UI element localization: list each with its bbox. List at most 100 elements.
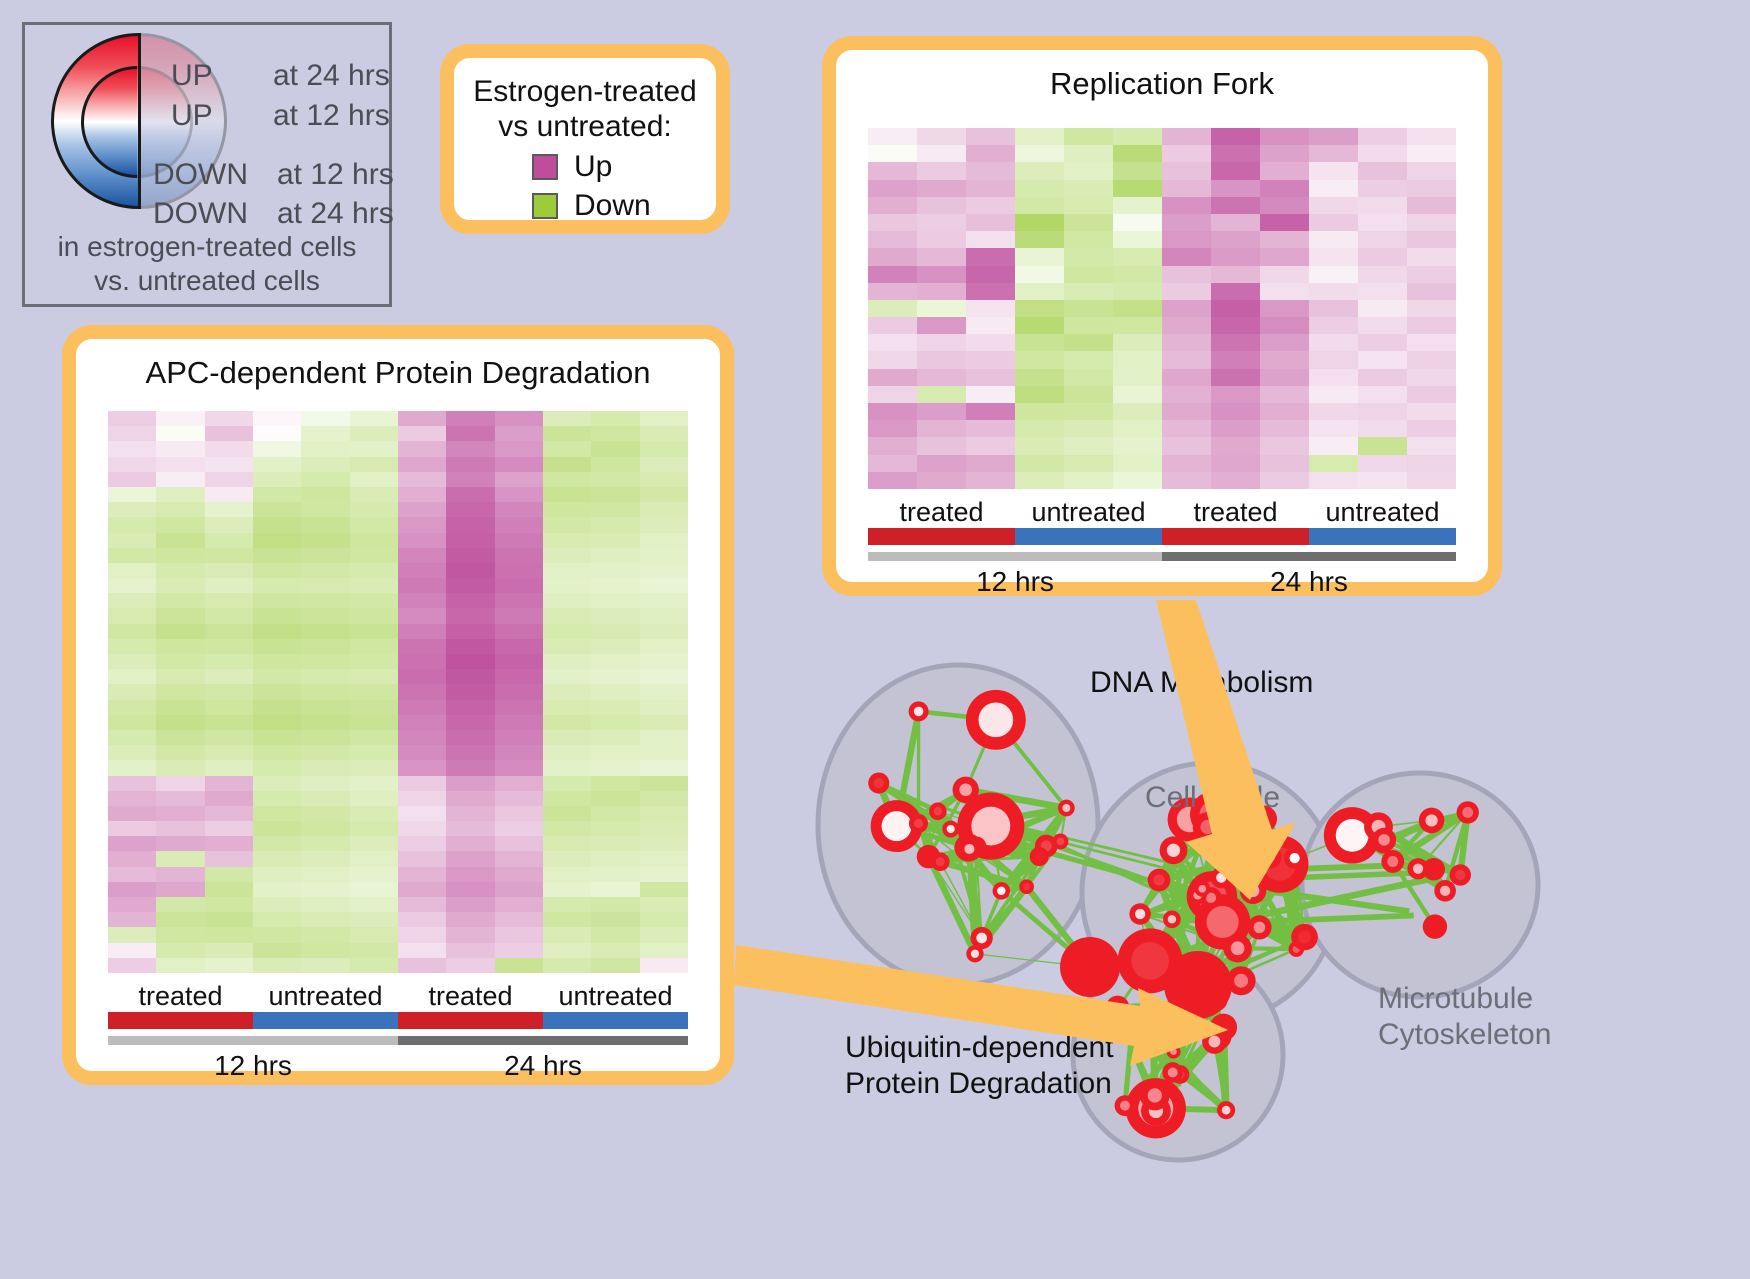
heatmap-cell xyxy=(204,456,253,472)
heatmap-cell xyxy=(494,411,543,427)
heatmap-cell xyxy=(204,745,253,761)
heatmap-cell xyxy=(252,623,302,639)
heatmap-cell xyxy=(1211,454,1260,472)
network-node-fill xyxy=(1153,874,1165,886)
network-node-fill xyxy=(971,806,1011,846)
heatmap-cell xyxy=(252,654,302,670)
heatmap-cell xyxy=(542,532,592,548)
heatmap-cell xyxy=(1015,128,1064,146)
heatmap-cell xyxy=(349,836,398,852)
heatmap-cell xyxy=(591,699,640,715)
heatmap-cell xyxy=(1211,196,1260,214)
heatmap-cell xyxy=(446,745,495,761)
heatmap-cell xyxy=(1211,334,1260,352)
heatmap-cell xyxy=(542,805,592,822)
heatmap-cell xyxy=(639,547,688,563)
network-node-fill xyxy=(1131,942,1169,980)
heatmap-cell xyxy=(156,775,205,791)
heatmap-cell xyxy=(494,547,543,563)
heatmap-cell xyxy=(1162,213,1211,232)
replication-fork-title: Replication Fork xyxy=(1050,66,1274,101)
heatmap-cell xyxy=(156,517,205,533)
network-node-fill xyxy=(1147,1088,1162,1103)
heatmap-cell xyxy=(1211,282,1260,300)
heatmap-cell xyxy=(397,957,447,973)
heatmap-cell xyxy=(108,881,157,897)
heatmap-cell xyxy=(397,502,447,518)
heatmap-cell xyxy=(868,317,917,335)
heatmap-cell xyxy=(1064,437,1113,455)
heatmap-cell xyxy=(966,471,1015,489)
heatmap-cell xyxy=(1407,317,1456,335)
network-node-fill xyxy=(1335,818,1369,852)
heatmap-cell xyxy=(868,403,917,421)
heatmap-cell xyxy=(1211,403,1260,421)
heatmap-cell xyxy=(301,411,350,427)
heatmap-cell xyxy=(446,638,495,654)
heatmap-cell xyxy=(108,502,157,518)
heatmap-cell xyxy=(156,805,205,822)
heatmap-cell xyxy=(1407,454,1456,472)
heatmap-cell xyxy=(446,456,495,472)
heatmap-cell xyxy=(204,714,253,730)
heatmap-cell xyxy=(108,714,157,730)
heatmap-cell xyxy=(156,942,205,958)
heatmap-cell xyxy=(349,684,398,700)
heatmap-cell xyxy=(868,265,917,283)
heatmap-cell xyxy=(494,486,543,503)
heatmap-cell xyxy=(591,881,640,897)
heatmap-cell xyxy=(542,866,592,882)
heatmap-cell xyxy=(204,471,253,487)
heatmap-cell xyxy=(542,957,592,973)
heatmap-cell xyxy=(917,128,966,146)
heatmap-cell xyxy=(494,578,543,594)
heatmap-cell xyxy=(397,517,447,533)
heatmap-cell xyxy=(966,368,1015,386)
heatmap-cell xyxy=(349,699,398,715)
legend-item-down: Down xyxy=(532,189,716,223)
heatmap-cell xyxy=(591,411,640,427)
heatmap-cell xyxy=(156,441,205,457)
heatmap-cell xyxy=(1407,265,1456,283)
heatmap-cell xyxy=(301,562,350,579)
heatmap-cell xyxy=(1064,128,1113,146)
heatmap-cell xyxy=(591,547,640,563)
heatmap-cell xyxy=(108,547,157,563)
heatmap-cell xyxy=(349,502,398,518)
heatmap-cell xyxy=(204,669,253,685)
heatmap-cell xyxy=(639,805,688,822)
replication-fork-heatmap xyxy=(868,128,1456,489)
heatmap-cell xyxy=(591,897,640,913)
heatmap-cell xyxy=(108,745,157,761)
network-node-fill xyxy=(1062,803,1071,813)
heatmap-cell xyxy=(639,836,688,852)
heatmap-cell xyxy=(1358,420,1407,438)
heatmap-cell xyxy=(156,608,205,624)
heatmap-cell xyxy=(349,897,398,913)
up-label: Up xyxy=(574,149,613,183)
network-edge xyxy=(980,855,1041,940)
condition-label: treated xyxy=(428,980,513,1011)
heatmap-cell xyxy=(446,669,495,685)
heatmap-cell xyxy=(301,957,350,973)
heatmap-cell xyxy=(917,368,966,386)
heatmap-cell xyxy=(301,821,350,837)
heatmap-cell xyxy=(108,760,157,776)
heatmap-cell xyxy=(252,426,302,442)
network-node-fill xyxy=(1200,819,1215,835)
heatmap-cell xyxy=(494,775,543,791)
heatmap-cell xyxy=(108,517,157,533)
heatmap-cell xyxy=(1113,471,1162,489)
heatmap-cell xyxy=(108,942,157,958)
heatmap-cell xyxy=(1358,248,1407,266)
heatmap-cell xyxy=(494,517,543,533)
down-label: Down xyxy=(574,188,651,222)
heatmap-cell xyxy=(542,471,592,487)
network-node-fill xyxy=(1208,1035,1221,1048)
heatmap-cell xyxy=(494,714,543,730)
heatmap-cell xyxy=(1211,162,1260,180)
heatmap-cell xyxy=(397,426,447,442)
heatmap-cell xyxy=(1309,162,1358,180)
cluster-ellipse-microtubule xyxy=(1299,770,1541,1000)
condition-bar-segment xyxy=(1309,527,1456,545)
